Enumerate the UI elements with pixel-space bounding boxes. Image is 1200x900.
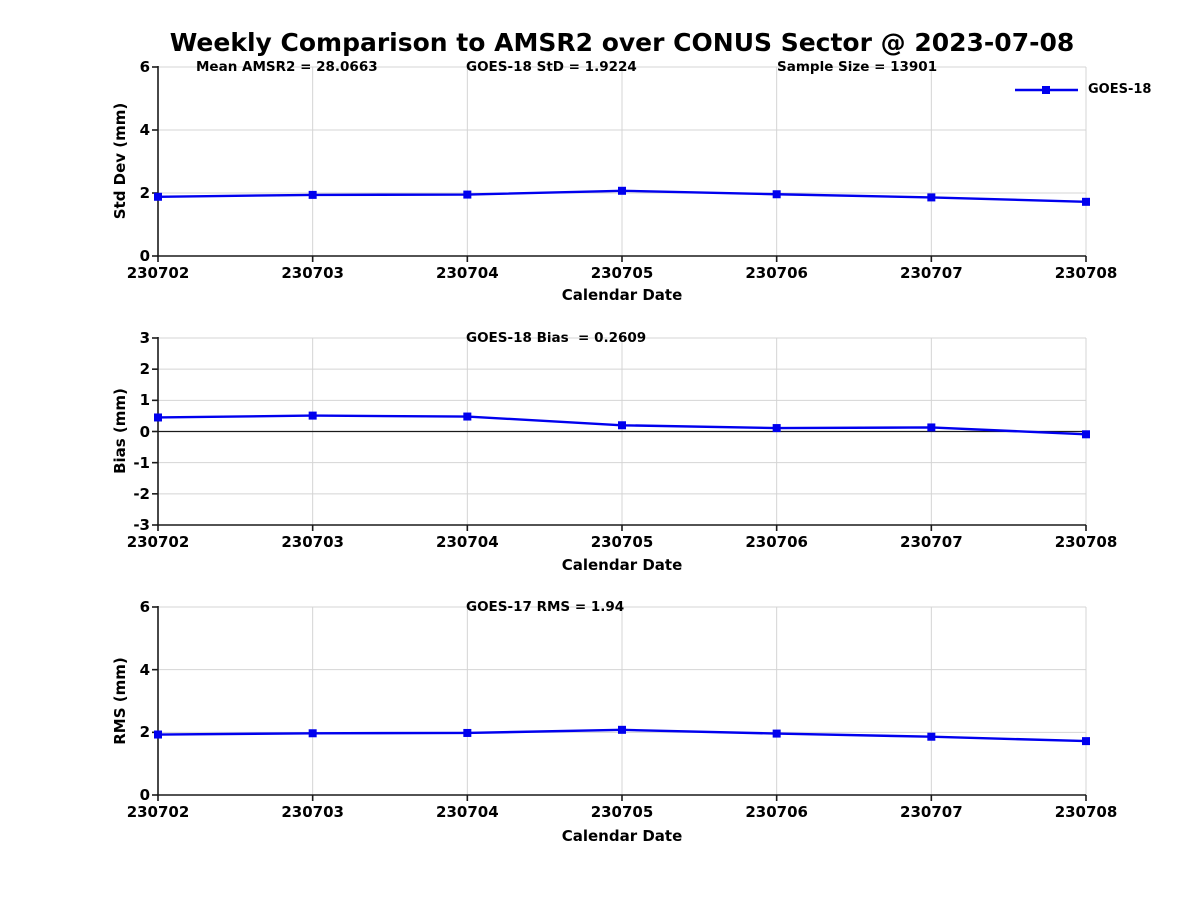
x-tick-label: 230707	[900, 533, 963, 551]
x-tick-label: 230705	[590, 533, 654, 551]
panel-annotation: GOES-18 Bias = 0.2609	[466, 330, 647, 346]
legend: GOES-18	[1012, 82, 1151, 98]
bias-plot	[152, 337, 1090, 531]
x-tick-label: 230702	[126, 803, 190, 821]
y-tick-label: 2	[139, 184, 150, 202]
std-dev-plot	[152, 66, 1090, 262]
x-tick-label: 230708	[1054, 533, 1118, 551]
x-tick-label: 230702	[126, 533, 190, 551]
x-tick-label: 230702	[126, 264, 190, 282]
legend-line-icon	[1015, 86, 1078, 94]
y-tick-label: 6	[139, 58, 150, 76]
panel-annotation: Sample Size = 13901	[777, 59, 938, 75]
xlabel-bias: Calendar Date	[561, 556, 683, 574]
x-tick-label: 230705	[590, 264, 654, 282]
x-tick-label: 230705	[590, 803, 654, 821]
x-tick-label: 230706	[745, 803, 808, 821]
x-tick-label: 230704	[436, 533, 499, 551]
x-tick-label: 230707	[900, 264, 963, 282]
y-tick-label: -3	[133, 516, 150, 534]
x-tick-label: 230707	[900, 803, 963, 821]
y-tick-label: 0	[139, 422, 150, 441]
x-tick-label: 230703	[281, 533, 344, 551]
y-tick-label: 3	[139, 329, 150, 347]
y-tick-label: 4	[139, 121, 150, 139]
y-tick-label: 2	[139, 723, 150, 742]
xlabel-rms: Calendar Date	[561, 827, 683, 845]
x-tick-label: 230708	[1054, 264, 1118, 282]
x-tick-label: 230704	[436, 803, 499, 821]
y-tick-label: 4	[139, 660, 150, 679]
ylabel-rms: RMS (mm)	[111, 657, 129, 745]
x-tick-label: 230703	[281, 803, 344, 821]
x-tick-label: 230704	[436, 264, 499, 282]
legend-label: GOES-18	[1088, 82, 1152, 97]
panel-annotation: Mean AMSR2 = 28.0663	[196, 59, 378, 75]
y-tick-label: -1	[133, 453, 150, 472]
y-tick-label: 6	[139, 598, 150, 616]
y-tick-label: 2	[139, 360, 150, 379]
panel-annotation: GOES-17 RMS = 1.94	[466, 599, 625, 615]
y-tick-label: -2	[133, 484, 150, 503]
x-tick-label: 230706	[745, 533, 808, 551]
xlabel-std-dev: Calendar Date	[561, 286, 683, 304]
x-tick-label: 230708	[1054, 803, 1118, 821]
figure-title: Weekly Comparison to AMSR2 over CONUS Se…	[169, 28, 1075, 57]
panel-annotation: GOES-18 StD = 1.9224	[466, 59, 637, 75]
y-tick-label: 0	[139, 247, 150, 265]
x-tick-label: 230703	[281, 264, 344, 282]
ylabel-std-dev: Std Dev (mm)	[111, 102, 129, 220]
x-tick-label: 230706	[745, 264, 808, 282]
rms-plot	[152, 606, 1090, 801]
y-tick-label: 1	[139, 391, 150, 410]
y-tick-label: 0	[139, 786, 150, 804]
